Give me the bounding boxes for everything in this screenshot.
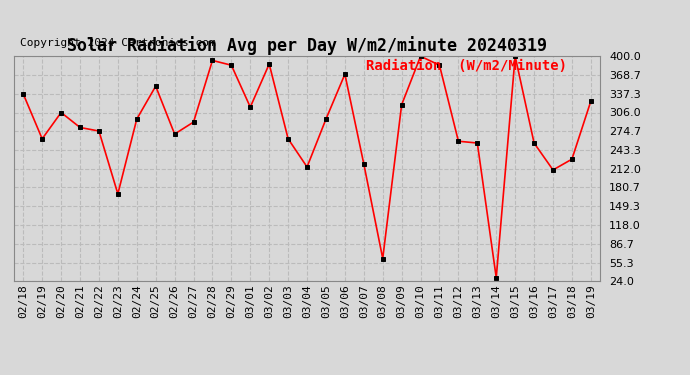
Title: Solar Radiation Avg per Day W/m2/minute 20240319: Solar Radiation Avg per Day W/m2/minute …: [67, 36, 547, 55]
Text: Copyright 2024 Cartronics.com: Copyright 2024 Cartronics.com: [19, 38, 215, 48]
Text: Radiation  (W/m2/Minute): Radiation (W/m2/Minute): [366, 58, 566, 72]
